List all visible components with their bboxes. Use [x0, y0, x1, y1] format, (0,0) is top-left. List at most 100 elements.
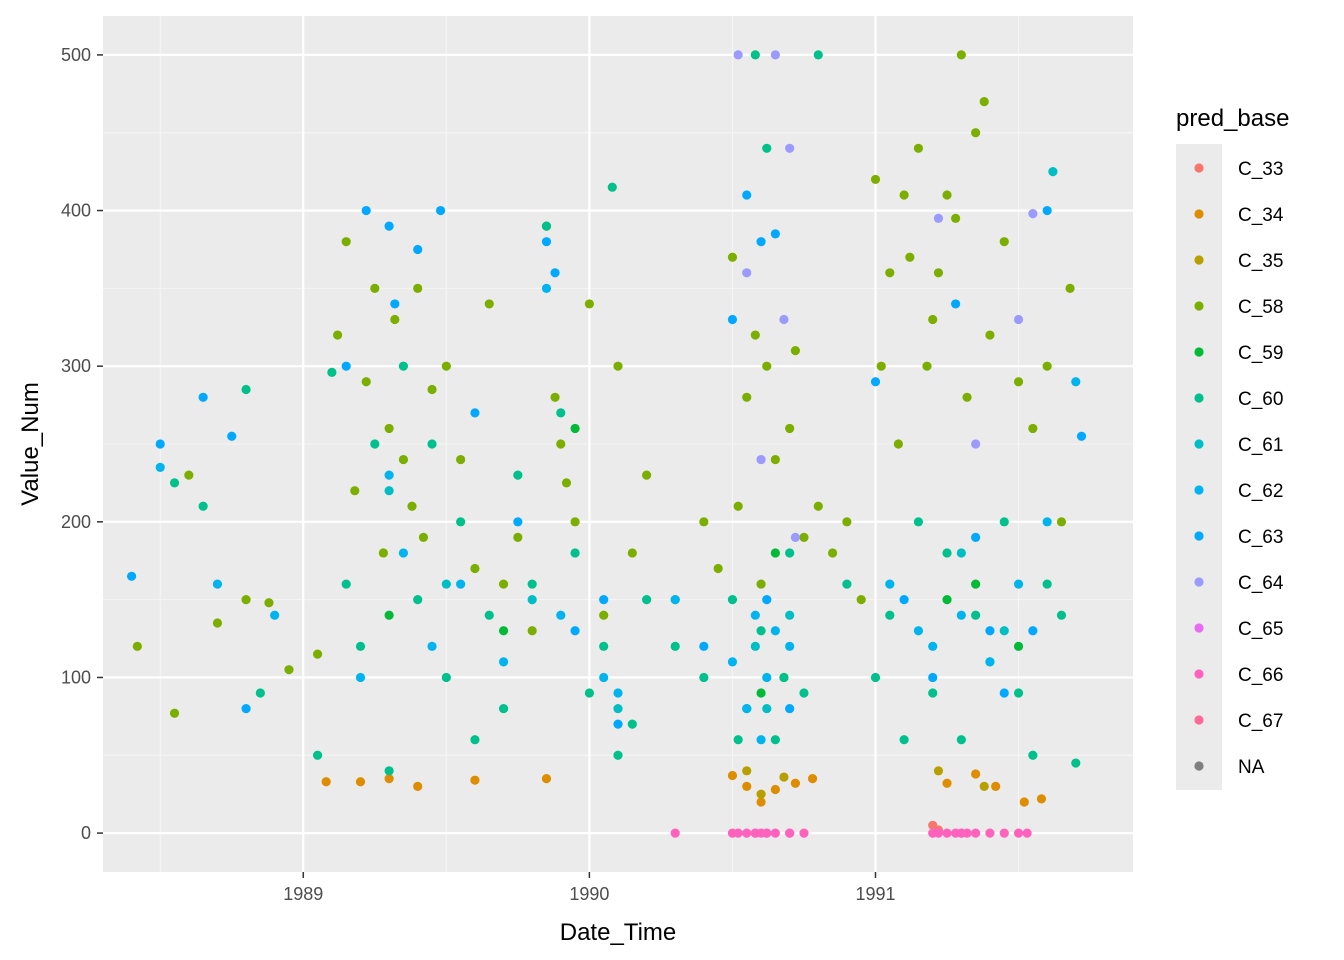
legend-key-c-60 — [1194, 393, 1204, 403]
data-point-c-62 — [1042, 517, 1052, 527]
data-point-c-62 — [1013, 579, 1024, 589]
data-point-c-62 — [599, 672, 609, 683]
data-point-c-34 — [384, 774, 394, 784]
data-point-c-58 — [733, 501, 743, 511]
data-point-c-58 — [893, 439, 903, 449]
data-point-c-58 — [284, 665, 294, 675]
data-point-c-63 — [384, 221, 394, 231]
data-point-c-60 — [913, 517, 924, 527]
data-point-c-59 — [942, 595, 952, 605]
y-axis: 0 100 200 300 400 500 — [61, 45, 103, 843]
data-point-c-58 — [341, 237, 351, 247]
data-point-c-62 — [670, 595, 680, 605]
data-point-c-60 — [699, 672, 709, 683]
legend-key-c-61 — [1194, 439, 1204, 449]
legend: pred_base C_33 C_34 C_35 C_58 C_59 C_60 C_61 C_… — [1176, 105, 1289, 790]
data-point-c-63 — [127, 571, 137, 581]
data-point-c-64 — [790, 532, 800, 542]
data-point-c-58 — [484, 299, 494, 309]
data-point-c-34 — [541, 774, 552, 784]
legend-title: pred_base — [1176, 105, 1289, 132]
data-point-c-58 — [1013, 377, 1024, 387]
data-point-c-63 — [762, 595, 772, 605]
legend-label: C_34 — [1238, 205, 1284, 226]
legend-label: C_35 — [1238, 251, 1283, 272]
data-point-c-60 — [1056, 610, 1067, 620]
legend-label: C_58 — [1238, 297, 1283, 318]
x-tick-label: 1990 — [569, 884, 609, 904]
x-tick-label: 1991 — [855, 884, 895, 904]
data-point-c-60 — [584, 688, 594, 698]
data-point-c-60 — [642, 595, 652, 605]
data-point-c-63 — [1076, 431, 1087, 441]
legend-key-c-62 — [1194, 485, 1204, 495]
y-tick-label: 300 — [61, 356, 91, 376]
data-point-c-60 — [1042, 579, 1052, 589]
data-point-c-58 — [584, 299, 594, 309]
data-point-c-34 — [807, 774, 818, 784]
data-point-c-60 — [355, 641, 366, 651]
data-point-c-58 — [756, 579, 766, 589]
data-point-c-58 — [1028, 423, 1038, 434]
data-point-c-58 — [785, 423, 795, 434]
data-point-c-63 — [756, 237, 766, 247]
data-point-c-66 — [962, 828, 972, 838]
data-point-c-60 — [541, 221, 552, 231]
data-point-c-62 — [541, 283, 552, 293]
data-point-c-63 — [470, 408, 480, 418]
data-point-c-60 — [971, 610, 981, 620]
data-point-c-58 — [922, 361, 932, 371]
data-point-c-62 — [398, 548, 409, 558]
legend-label: C_60 — [1238, 389, 1283, 410]
data-point-c-58 — [169, 708, 180, 718]
data-point-c-59 — [1013, 641, 1024, 651]
data-point-c-66 — [670, 828, 680, 838]
data-point-c-34 — [1019, 797, 1029, 807]
data-point-c-66 — [985, 828, 995, 838]
data-point-c-64 — [1028, 209, 1038, 219]
data-point-c-35 — [933, 766, 944, 776]
data-point-c-58 — [212, 618, 223, 628]
data-point-c-58 — [456, 454, 466, 465]
data-point-c-58 — [956, 50, 966, 60]
data-point-c-62 — [742, 703, 752, 714]
data-point-c-63 — [155, 439, 165, 449]
data-point-c-66 — [971, 828, 981, 838]
data-point-c-60 — [762, 143, 772, 153]
data-point-c-63 — [985, 626, 995, 636]
legend-label: C_63 — [1238, 527, 1283, 548]
data-point-c-62 — [613, 688, 623, 698]
data-point-c-62 — [928, 641, 938, 651]
data-point-c-62 — [1071, 377, 1081, 387]
data-point-c-58 — [870, 174, 881, 185]
data-point-c-62 — [212, 579, 223, 589]
legend-label: NA — [1238, 757, 1265, 778]
data-point-c-61 — [613, 703, 623, 714]
data-point-c-62 — [456, 579, 466, 589]
data-point-c-63 — [361, 205, 371, 216]
data-point-c-66 — [742, 828, 752, 838]
data-point-c-60 — [556, 408, 566, 418]
data-point-c-62 — [355, 672, 366, 683]
data-point-c-60 — [799, 688, 809, 698]
data-point-c-34 — [991, 781, 1001, 792]
y-axis-title: Value_Num — [17, 382, 44, 506]
legend-key-c-58 — [1194, 301, 1204, 311]
legend-key-c-64 — [1194, 577, 1204, 587]
data-point-c-62 — [498, 657, 509, 667]
legend-key-c-59 — [1194, 347, 1204, 357]
data-point-c-64 — [756, 454, 766, 465]
data-point-c-58 — [384, 423, 394, 434]
data-point-c-63 — [899, 595, 909, 605]
data-point-c-60 — [885, 610, 895, 620]
data-point-c-58 — [1042, 361, 1052, 371]
data-point-c-60 — [750, 50, 760, 60]
data-point-c-59 — [770, 548, 780, 558]
legend-label: C_67 — [1238, 711, 1283, 732]
data-point-c-58 — [727, 252, 738, 262]
data-point-c-60 — [513, 470, 523, 480]
data-point-c-60 — [241, 384, 251, 395]
data-point-c-64 — [971, 439, 981, 449]
data-point-c-66 — [762, 828, 772, 838]
